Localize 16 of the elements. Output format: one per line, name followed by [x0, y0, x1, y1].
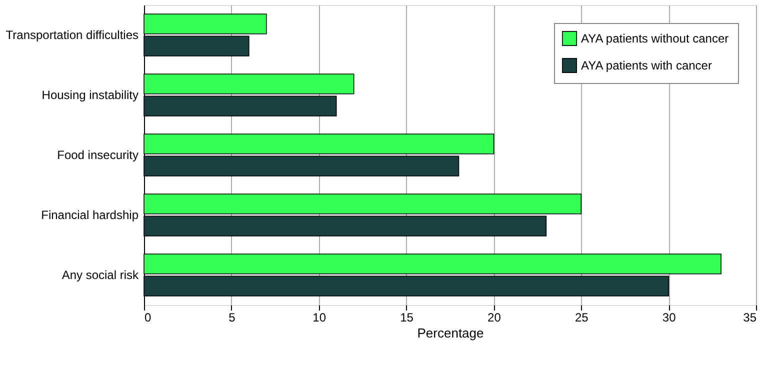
y-tick-label: Transportation difficulties	[6, 28, 138, 42]
x-tick-label: 0	[144, 310, 152, 324]
legend-label: AYA patients with cancer	[581, 58, 712, 72]
y-tick-label: Financial hardship	[41, 208, 139, 222]
legend-label: AYA patients without cancer	[581, 32, 729, 46]
x-tick-label: 20	[488, 310, 502, 324]
x-tick-label: 15	[400, 310, 414, 324]
x-tick-label: 5	[228, 310, 236, 324]
y-tick-label: Housing instability	[42, 88, 138, 102]
y-tick-label: Food insecurity	[57, 148, 138, 162]
x-tick-label: 35	[743, 310, 757, 324]
x-tick-label: 30	[662, 310, 676, 324]
x-tick-label: 10	[312, 310, 326, 324]
y-tick-label: Any social risk	[62, 268, 140, 282]
x-axis-title: Percentage	[417, 326, 484, 340]
x-tick-label: 25	[574, 310, 589, 324]
